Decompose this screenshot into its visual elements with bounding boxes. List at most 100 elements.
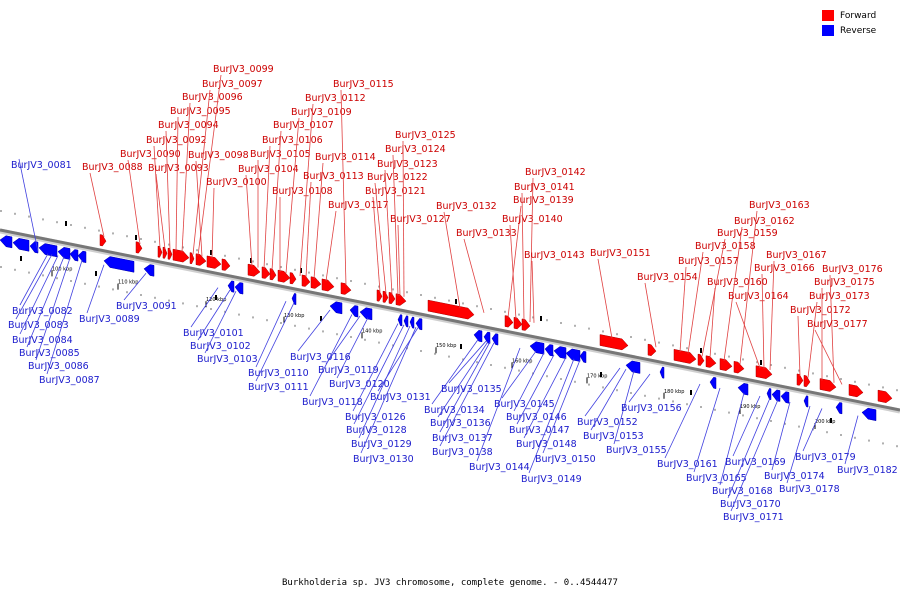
guide-dot	[742, 414, 744, 417]
gene-leader-line	[723, 226, 743, 361]
guide-dot	[0, 210, 2, 212]
forward-gene	[521, 318, 531, 331]
reverse-gene-label: BurJV3_0147	[509, 425, 570, 436]
reverse-gene	[234, 282, 244, 295]
reverse-gene-label: BurJV3_0118	[302, 397, 363, 408]
reverse-gene-label: BurJV3_0120	[329, 379, 390, 390]
reverse-gene-label: BurJV3_0136	[430, 418, 491, 429]
scale-tick-label: 180 kbp	[664, 389, 684, 395]
scale-tick-label: 120 kbp	[206, 297, 226, 303]
gene-leader-line	[245, 174, 253, 267]
forward-gene	[340, 282, 352, 295]
guide-dot	[14, 268, 16, 271]
reverse-gene-label: BurJV3_0086	[28, 361, 89, 372]
reverse-gene	[349, 305, 359, 318]
reverse-gene	[291, 293, 297, 306]
reverse-gene	[12, 238, 30, 252]
guide-dot	[98, 229, 100, 232]
gene-leader-line	[735, 301, 761, 369]
reverse-gene-label: BurJV3_0083	[8, 320, 69, 331]
guide-dot	[336, 277, 338, 280]
guide-dot	[686, 347, 688, 350]
guide-dot	[28, 215, 30, 218]
legend-label-reverse: Reverse	[840, 25, 877, 36]
gene-leader-line	[613, 370, 635, 445]
reverse-swatch	[822, 25, 834, 36]
forward-gene-label: BurJV3_0088	[82, 162, 143, 173]
feature-marker	[540, 316, 542, 321]
gene-leader-line	[628, 373, 651, 403]
guide-dot	[644, 338, 646, 341]
reverse-gene	[529, 341, 545, 355]
guide-dot	[70, 280, 72, 282]
guide-dot	[392, 288, 394, 291]
guide-dot	[322, 274, 324, 277]
guide-dot	[140, 294, 142, 296]
reverse-gene-label: BurJV3_0145	[494, 399, 555, 410]
gene-leader-line	[46, 260, 83, 375]
forward-gene-label: BurJV3_0123	[377, 159, 438, 170]
forward-gene	[647, 343, 657, 357]
gene-leader-line	[439, 342, 495, 447]
guide-dot	[630, 392, 632, 394]
guide-dot	[420, 350, 422, 352]
guide-dot	[616, 333, 618, 336]
forward-gene-label: BurJV3_0090	[120, 149, 181, 160]
guide-dot	[560, 322, 562, 324]
gene-leader-line	[693, 387, 721, 473]
feature-marker	[250, 258, 252, 263]
guide-dot	[70, 224, 72, 226]
reverse-gene-label: BurJV3_0101	[183, 328, 244, 339]
guide-dot	[714, 408, 716, 411]
forward-gene	[289, 272, 297, 285]
forward-gene	[206, 255, 222, 269]
forward-gene	[221, 258, 231, 271]
guide-dot	[560, 378, 562, 380]
reverse-gene	[57, 247, 71, 260]
forward-gene-label: BurJV3_0097	[202, 79, 263, 90]
guide-dot	[308, 327, 310, 330]
guide-dot	[658, 341, 660, 344]
guide-dot	[280, 266, 282, 268]
gene-leader-line	[397, 224, 401, 297]
genome-backbone	[0, 228, 900, 412]
guide-dot	[280, 322, 282, 324]
gene-leader-line	[89, 172, 105, 237]
guide-dot	[196, 305, 198, 308]
feature-marker	[135, 235, 137, 240]
guide-dot	[182, 302, 184, 305]
forward-gene	[247, 263, 261, 277]
reverse-gene	[483, 331, 491, 344]
guide-dot	[476, 305, 478, 308]
reverse-gene-label: BurJV3_0134	[424, 405, 485, 416]
guide-dots	[0, 210, 898, 448]
guide-dot	[420, 294, 422, 296]
gene-leader-line	[271, 130, 282, 271]
reverse-gene-label: BurJV3_0135	[441, 384, 502, 395]
gene-leader-line	[309, 314, 353, 397]
guide-dot	[266, 319, 268, 322]
forward-gene-label: BurJV3_0173	[809, 291, 870, 302]
gene-leader-line	[263, 145, 271, 269]
feature-marker	[690, 390, 692, 395]
guide-dot	[602, 386, 604, 389]
forward-gene	[195, 253, 207, 266]
reverse-gene-label: BurJV3_0102	[190, 341, 251, 352]
reverse-gene	[473, 329, 483, 343]
reverse-gene-label: BurJV3_0170	[720, 499, 781, 510]
guide-dot	[294, 268, 296, 271]
guide-dot	[196, 249, 198, 252]
gene-leader-line	[190, 287, 219, 328]
feature-marker	[65, 221, 67, 226]
guide-dot	[42, 218, 44, 221]
gene-leader-line	[463, 238, 485, 313]
feature-marker	[95, 271, 97, 276]
forward-gene-label: BurJV3_0163	[749, 200, 810, 211]
reverse-gene	[38, 243, 58, 258]
forward-gene-label: BurJV3_0121	[365, 186, 426, 197]
forward-gene	[513, 316, 523, 330]
gene-leader-line	[377, 327, 419, 392]
guide-dot	[882, 442, 884, 445]
gene-leader-line	[255, 301, 287, 368]
reverse-gene-label: BurJV3_0087	[39, 375, 100, 386]
